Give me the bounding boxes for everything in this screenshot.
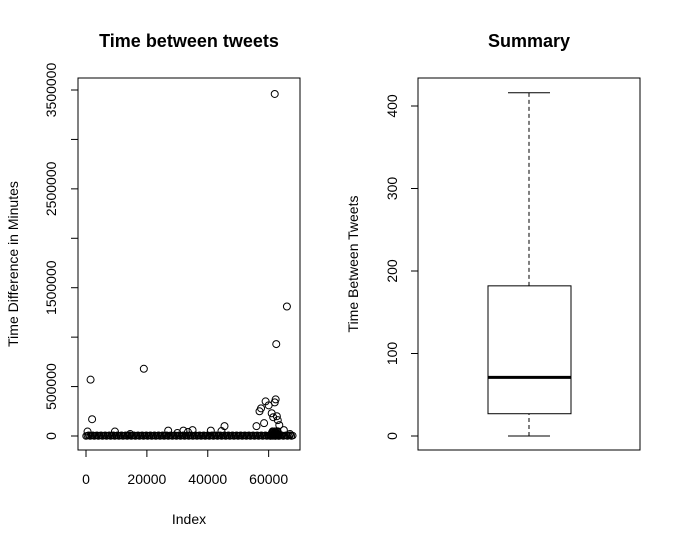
scatter-band-point	[275, 430, 284, 438]
scatter-x-tick-label: 20000	[127, 471, 166, 487]
scatter-point	[270, 89, 279, 98]
boxplot-marks	[487, 92, 572, 437]
scatter-point	[88, 415, 97, 424]
scatter-y-axis-label: Time Difference in Minutes	[5, 181, 21, 347]
boxplot-title: Summary	[488, 31, 570, 51]
scatter-x-tick-label: 60000	[249, 471, 288, 487]
boxplot-y-tick-label: 0	[384, 432, 400, 440]
scatter-x-axis-label: Index	[172, 511, 206, 527]
boxplot-y-tick-label: 400	[384, 94, 400, 118]
scatter-point	[272, 340, 281, 349]
scatter-y-tick-label: 3500000	[43, 63, 59, 118]
scatter-x-tick-label: 0	[82, 471, 90, 487]
scatter-point	[220, 422, 229, 431]
scatter-x-ticks: 0 20000 40000 60000	[82, 449, 288, 487]
scatter-point	[110, 427, 119, 436]
scatter-point	[179, 426, 188, 435]
scatter-point	[279, 426, 288, 435]
scatter-point	[267, 409, 276, 418]
scatter-x-tick-label: 40000	[188, 471, 227, 487]
scatter-point	[285, 430, 294, 439]
boxplot-box	[487, 285, 572, 415]
scatter-point	[271, 395, 280, 404]
scatter-point	[260, 419, 269, 428]
scatter-point	[83, 427, 92, 436]
scatter-y-tick-label: 1500000	[43, 260, 59, 315]
scatter-points	[83, 89, 294, 439]
scatter-y-tick-label: 2500000	[43, 161, 59, 216]
boxplot-y-tick-label: 200	[384, 259, 400, 283]
boxplot-y-axis-label: Time Between Tweets	[345, 196, 361, 333]
scatter-y-tick-label: 0	[43, 432, 59, 440]
scatter-dense-band	[82, 427, 297, 440]
scatter-point	[86, 375, 95, 384]
scatter-point	[164, 426, 173, 435]
scatter-point	[282, 302, 291, 311]
boxplot-y-ticks: 0 100 200 300 400	[384, 94, 419, 440]
scatter-point	[206, 426, 215, 435]
scatter-y-ticks: 0 500000 1500000 2500000 3500000	[43, 63, 79, 440]
boxplot-y-tick-label: 100	[384, 342, 400, 366]
scatter-point	[275, 421, 284, 430]
scatter-point	[188, 426, 197, 435]
scatter-point	[139, 364, 148, 373]
boxplot-panel: Summary Time Between Tweets 0 100 200 300 40…	[345, 31, 641, 451]
boxplot-y-tick-label: 300	[384, 177, 400, 201]
scatter-point	[126, 430, 135, 439]
scatter-point	[273, 416, 282, 425]
scatter-point	[272, 412, 281, 421]
scatter-y-tick-label: 500000	[43, 363, 59, 410]
scatter-panel: Time between tweets Index Time Differenc…	[5, 31, 301, 527]
scatter-point	[257, 404, 266, 413]
scatter-title: Time between tweets	[99, 31, 279, 51]
scatter-point	[252, 422, 261, 431]
scatter-plot-frame	[77, 77, 301, 451]
scatter-point	[183, 428, 192, 437]
